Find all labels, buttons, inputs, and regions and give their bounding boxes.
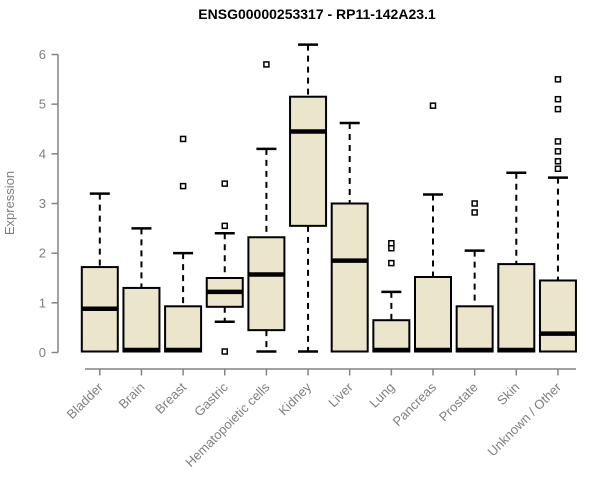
box-breast <box>164 135 203 353</box>
outlier-point <box>471 200 478 207</box>
outlier-point <box>388 259 395 267</box>
outlier-point <box>554 138 562 145</box>
box-gastric <box>205 180 244 355</box>
box-pancreas <box>414 102 452 353</box>
y-tick-label: 5 <box>39 97 46 112</box>
y-tick-label: 3 <box>39 196 46 211</box>
outlier-point <box>179 182 187 190</box>
outlier-point <box>554 95 562 103</box>
iqr-box <box>455 305 494 353</box>
box-liver <box>330 121 369 353</box>
box-prostate <box>455 200 494 353</box>
outlier-point <box>388 239 395 247</box>
outlier-point <box>471 209 478 216</box>
box-skin <box>497 171 536 353</box>
x-category-label: Unknown / Other <box>484 379 564 459</box>
x-category-label: Prostate <box>436 380 481 425</box>
x-category-label: Pancreas <box>390 379 440 429</box>
outlier-point <box>429 102 437 109</box>
x-category-label: Bladder <box>64 379 107 422</box>
box-lung <box>372 239 411 353</box>
y-tick-label: 2 <box>39 246 46 261</box>
iqr-box <box>164 305 203 353</box>
y-tick-label: 0 <box>39 345 46 360</box>
y-axis-label: Expression <box>2 171 17 235</box>
outlier-point <box>554 76 562 83</box>
iqr-box <box>414 276 452 353</box>
x-category-label: Breast <box>152 379 189 416</box>
iqr-box <box>497 263 536 353</box>
outlier-point <box>179 135 187 143</box>
x-category-label: Brain <box>115 380 147 412</box>
y-tick-label: 6 <box>39 47 46 62</box>
boxplot-series <box>80 43 577 355</box>
outlier-point <box>554 158 562 165</box>
outlier-point <box>554 148 562 155</box>
x-category-label: Skin <box>494 380 522 408</box>
iqr-box <box>289 95 328 227</box>
box-hematopoietic-cells <box>247 61 286 353</box>
x-category-label: Kidney <box>275 379 314 418</box>
iqr-box <box>122 286 161 353</box>
x-category-label: Liver <box>325 379 356 410</box>
outlier-point <box>554 165 562 172</box>
y-tick-label: 4 <box>39 146 46 161</box>
outlier-point <box>221 348 228 355</box>
outlier-point <box>221 180 228 187</box>
box-bladder <box>80 192 119 353</box>
y-tick-label: 1 <box>39 295 46 310</box>
box-brain <box>122 227 161 353</box>
iqr-box <box>372 319 411 353</box>
outlier-point <box>554 105 562 113</box>
x-category-label: Gastric <box>191 379 231 419</box>
box-unknown-other <box>538 76 577 353</box>
box-kidney <box>289 43 328 353</box>
iqr-box <box>247 236 286 332</box>
x-category-label: Lung <box>366 380 397 411</box>
outlier-point <box>263 61 270 68</box>
chart-title: ENSG00000253317 - RP11-142A23.1 <box>198 6 436 22</box>
iqr-box <box>330 202 369 353</box>
iqr-box <box>538 279 577 353</box>
outlier-point <box>221 222 228 230</box>
